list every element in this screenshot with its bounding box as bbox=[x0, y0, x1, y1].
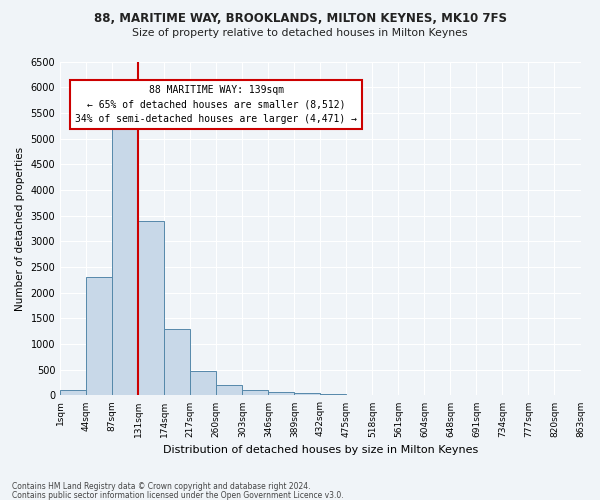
Bar bbox=[346, 395, 373, 396]
X-axis label: Distribution of detached houses by size in Milton Keynes: Distribution of detached houses by size … bbox=[163, 445, 478, 455]
Bar bbox=[242, 390, 268, 396]
Bar bbox=[164, 328, 190, 396]
Text: Contains HM Land Registry data © Crown copyright and database right 2024.: Contains HM Land Registry data © Crown c… bbox=[12, 482, 311, 491]
Bar bbox=[320, 394, 346, 396]
Bar bbox=[216, 385, 242, 396]
Text: Size of property relative to detached houses in Milton Keynes: Size of property relative to detached ho… bbox=[132, 28, 468, 38]
Bar bbox=[190, 371, 216, 396]
Bar bbox=[60, 390, 86, 396]
Y-axis label: Number of detached properties: Number of detached properties bbox=[15, 146, 25, 310]
Text: Contains public sector information licensed under the Open Government Licence v3: Contains public sector information licen… bbox=[12, 490, 344, 500]
Bar bbox=[112, 118, 138, 396]
Text: 88, MARITIME WAY, BROOKLANDS, MILTON KEYNES, MK10 7FS: 88, MARITIME WAY, BROOKLANDS, MILTON KEY… bbox=[94, 12, 506, 26]
Bar bbox=[268, 392, 295, 396]
Bar bbox=[86, 278, 112, 396]
Bar bbox=[295, 393, 320, 396]
Bar bbox=[138, 221, 164, 396]
Text: 88 MARITIME WAY: 139sqm
← 65% of detached houses are smaller (8,512)
34% of semi: 88 MARITIME WAY: 139sqm ← 65% of detache… bbox=[75, 85, 357, 124]
